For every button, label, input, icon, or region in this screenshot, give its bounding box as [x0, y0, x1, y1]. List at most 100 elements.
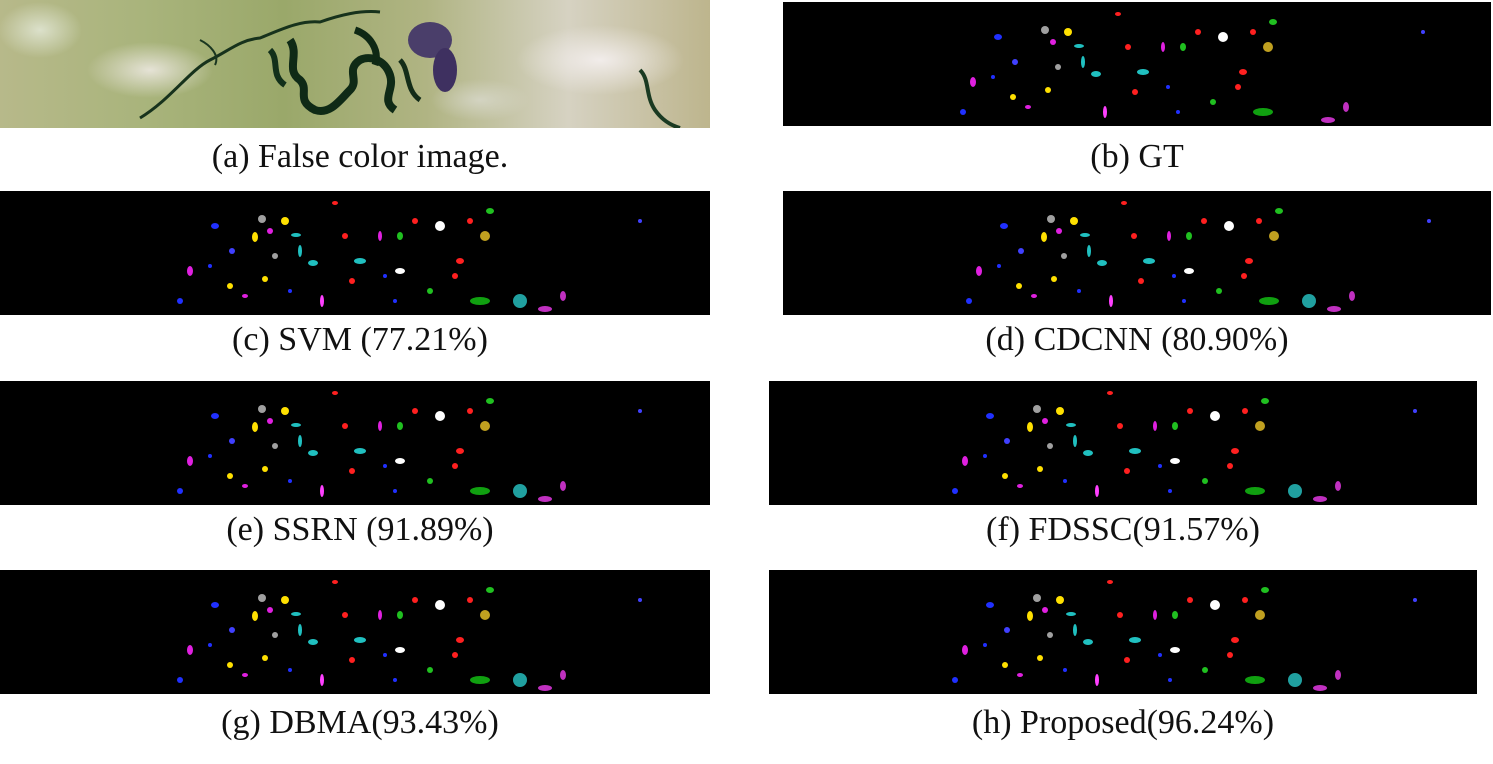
class-patch	[1045, 87, 1051, 93]
class-patch	[1129, 637, 1141, 643]
class-patch	[291, 233, 301, 237]
class-patch	[1056, 596, 1064, 604]
class-patch	[1255, 610, 1265, 620]
class-patch	[480, 610, 490, 620]
class-patch	[1269, 231, 1279, 241]
caption-b: (b) GT	[1090, 138, 1184, 175]
class-patch	[513, 484, 527, 498]
class-patch	[456, 637, 464, 643]
class-patch	[291, 423, 301, 427]
class-patch	[1124, 468, 1130, 474]
class-patch	[1343, 102, 1349, 112]
class-patch	[1187, 597, 1193, 603]
class-patch	[1245, 258, 1253, 264]
class-patch	[1239, 69, 1247, 75]
class-patch	[1074, 44, 1084, 48]
class-patch	[1269, 19, 1277, 25]
class-patch	[1261, 587, 1269, 593]
class-patch	[267, 228, 273, 234]
class-patch	[513, 294, 527, 308]
class-patch	[1231, 637, 1239, 643]
class-patch	[1042, 607, 1048, 613]
class-patch	[298, 245, 302, 257]
classification-map-f	[769, 381, 1477, 505]
class-patch	[452, 273, 458, 279]
class-patch	[412, 597, 418, 603]
class-patch	[1182, 299, 1186, 303]
class-patch	[1137, 69, 1149, 75]
class-patch	[538, 496, 552, 502]
class-patch	[1313, 496, 1327, 502]
class-patch	[1087, 245, 1091, 257]
class-patch	[1184, 268, 1194, 274]
class-patch	[262, 466, 268, 472]
class-patch	[1073, 435, 1077, 447]
class-patch	[227, 283, 233, 289]
class-patch	[1321, 117, 1335, 123]
class-patch	[1161, 42, 1165, 52]
class-patch	[1180, 43, 1186, 51]
class-patch	[1288, 673, 1302, 687]
class-patch	[354, 637, 366, 643]
class-patch	[412, 218, 418, 224]
class-patch	[1202, 478, 1208, 484]
class-patch	[1124, 657, 1130, 663]
class-patch	[638, 598, 642, 602]
class-patch	[272, 632, 278, 638]
class-patch	[1349, 291, 1355, 301]
class-patch	[1017, 673, 1023, 677]
class-patch	[1061, 253, 1067, 259]
class-patch	[1095, 674, 1099, 686]
class-patch	[1047, 632, 1053, 638]
class-patch	[1010, 94, 1016, 100]
class-patch	[1047, 215, 1055, 223]
class-patch	[354, 258, 366, 264]
class-patch	[262, 655, 268, 661]
caption-d: (d) CDCNN (80.90%)	[985, 321, 1289, 358]
class-patch	[187, 645, 193, 655]
class-patch	[435, 221, 445, 231]
class-patch	[638, 219, 642, 223]
class-patch	[1066, 423, 1076, 427]
class-patch	[1210, 600, 1220, 610]
class-patch	[308, 450, 318, 456]
class-patch	[1064, 28, 1072, 36]
class-patch	[242, 294, 248, 298]
class-patch	[1172, 274, 1176, 278]
class-patch	[1231, 448, 1239, 454]
class-patch	[1107, 580, 1113, 584]
class-patch	[456, 258, 464, 264]
class-patch	[1017, 484, 1023, 488]
class-patch	[1153, 421, 1157, 431]
class-patch	[1241, 273, 1247, 279]
class-patch	[1117, 423, 1123, 429]
class-patch	[1004, 627, 1010, 633]
class-patch	[258, 594, 266, 602]
class-patch	[467, 218, 473, 224]
classification-map-e	[0, 381, 710, 505]
class-patch	[242, 484, 248, 488]
class-patch	[1242, 408, 1248, 414]
class-patch	[229, 627, 235, 633]
class-patch	[480, 421, 490, 431]
class-patch	[320, 674, 324, 686]
class-patch	[1259, 297, 1279, 305]
class-patch	[308, 639, 318, 645]
class-patch	[281, 407, 289, 415]
class-patch	[470, 297, 490, 305]
class-patch	[513, 673, 527, 687]
class-patch	[486, 208, 494, 214]
class-patch	[1255, 421, 1265, 431]
class-patch	[1083, 639, 1093, 645]
caption-h: (h) Proposed(96.24%)	[971, 704, 1275, 741]
class-patch	[1224, 221, 1234, 231]
class-patch	[560, 481, 566, 491]
class-patch	[1256, 218, 1262, 224]
class-patch	[986, 602, 994, 608]
class-patch	[227, 662, 233, 668]
class-patch	[1016, 283, 1022, 289]
class-patch	[1055, 64, 1061, 70]
class-patch	[1115, 12, 1121, 16]
caption-g: (g) DBMA(93.43%)	[221, 704, 499, 741]
class-patch	[242, 673, 248, 677]
